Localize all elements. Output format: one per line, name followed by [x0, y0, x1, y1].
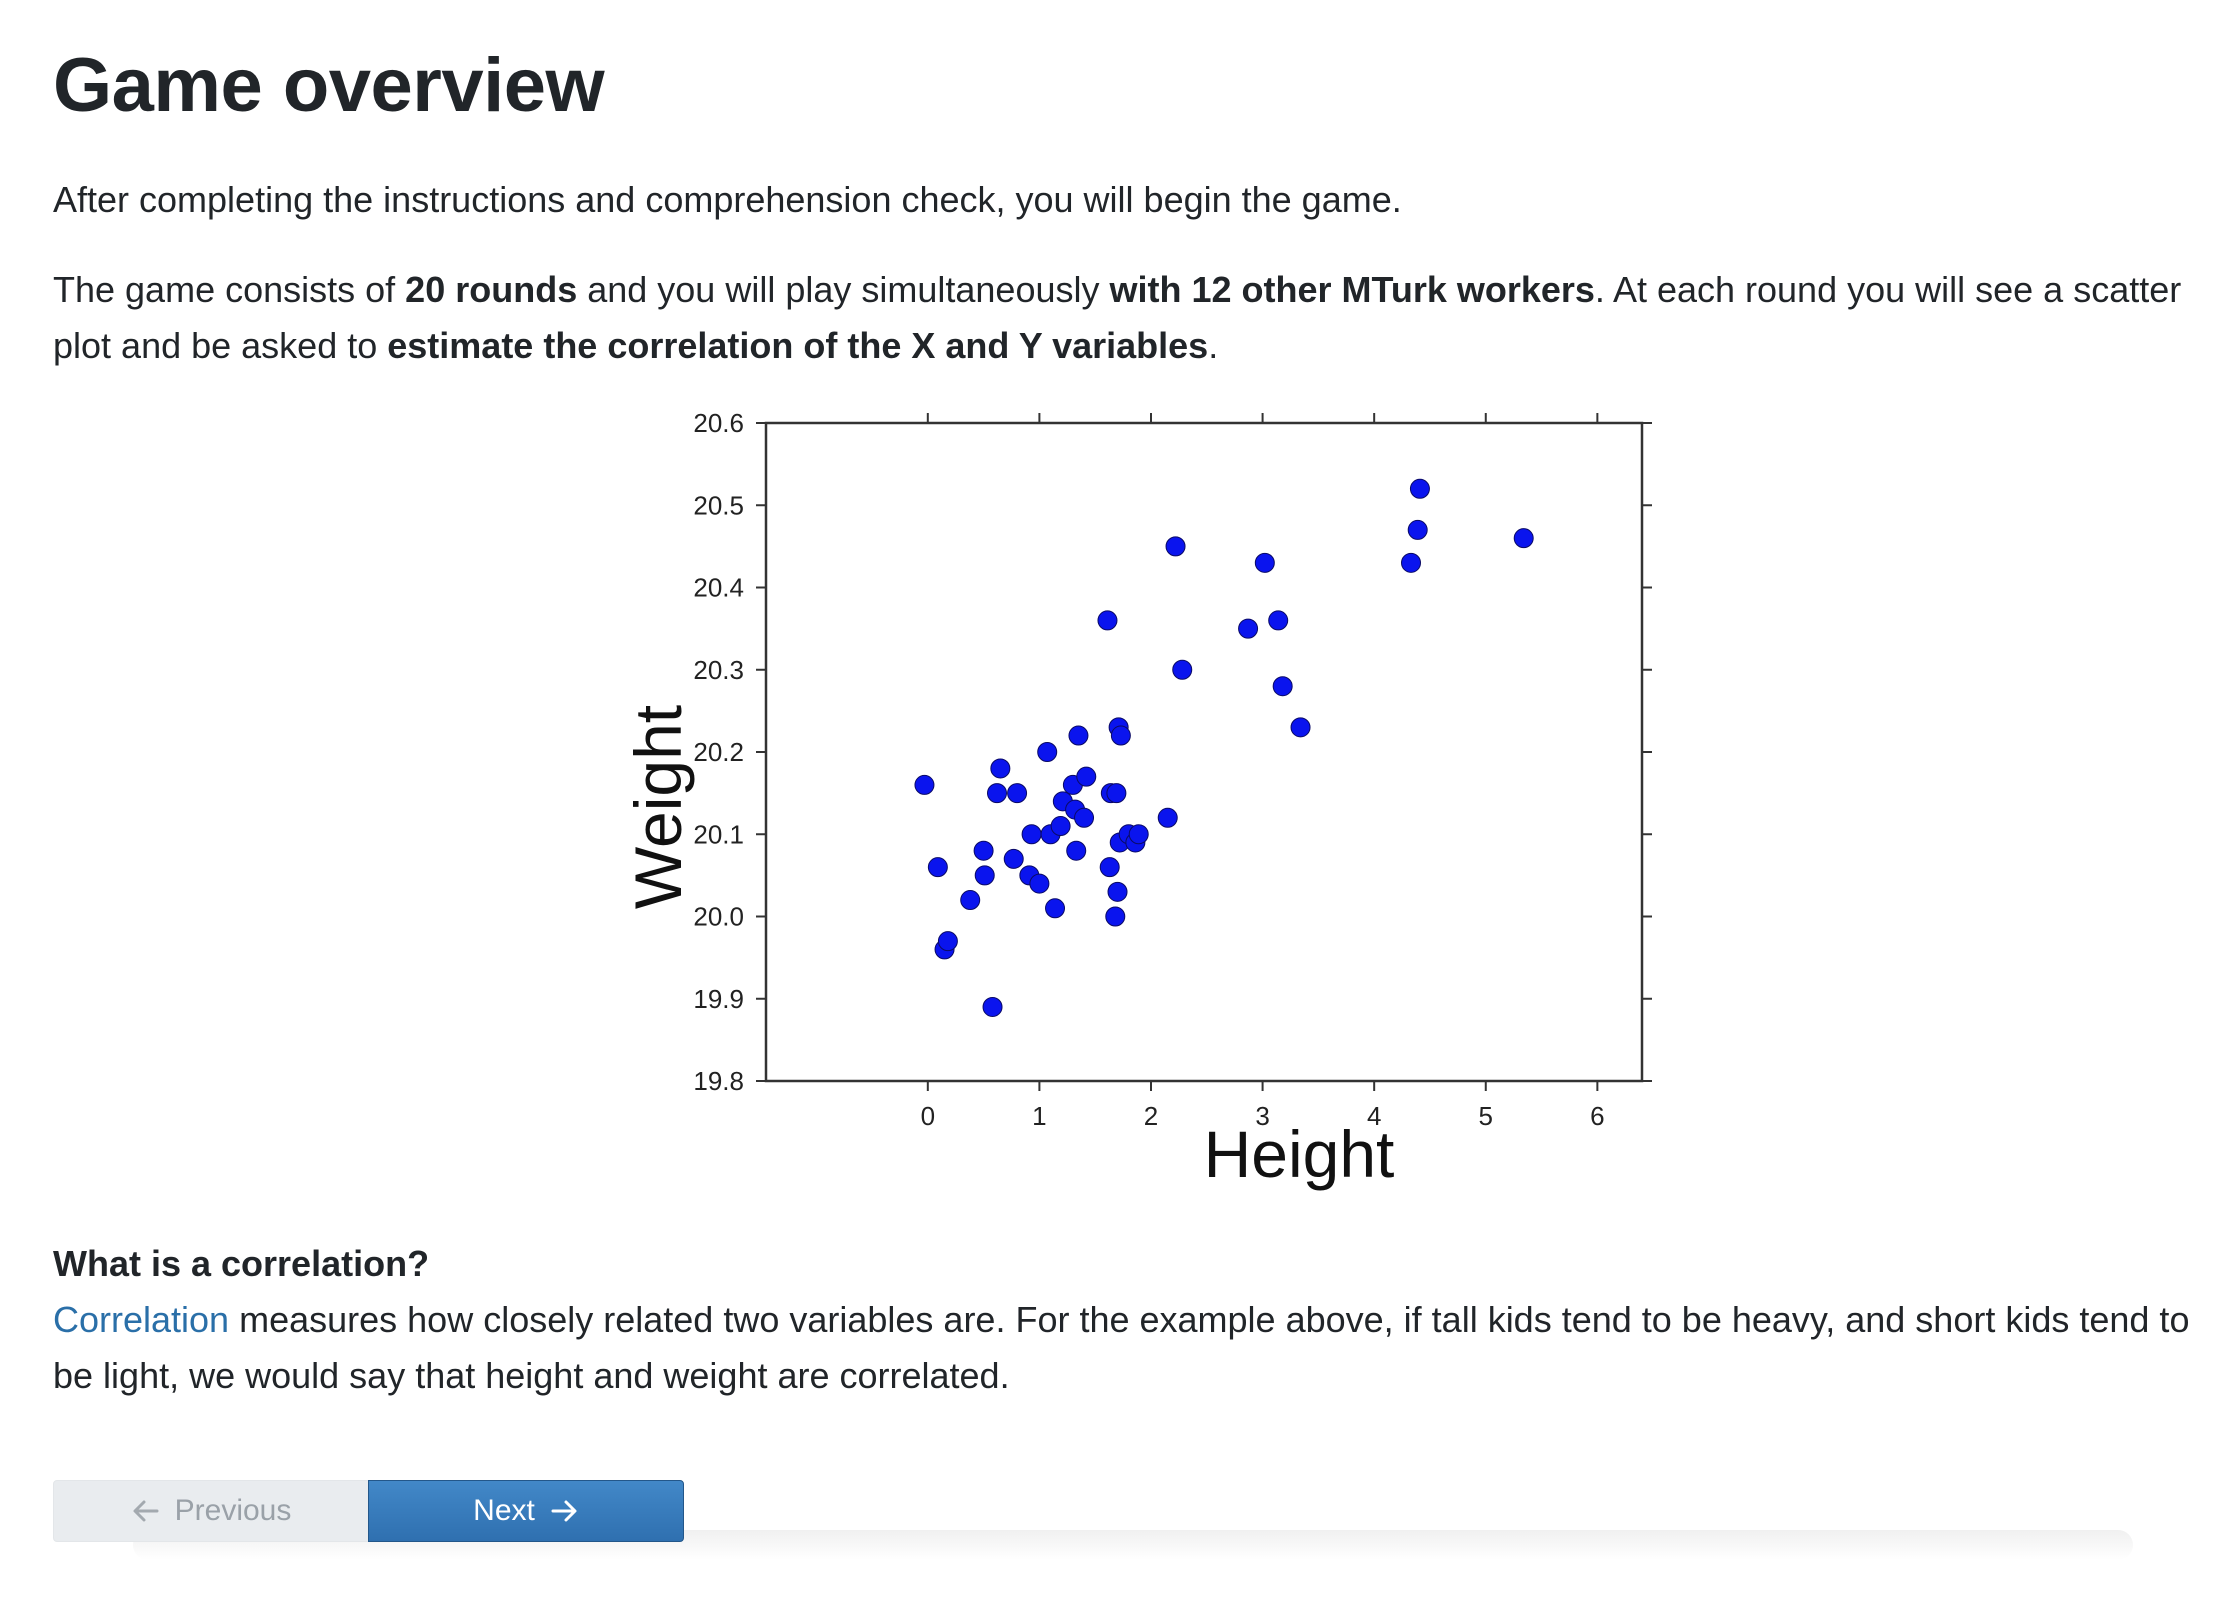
data-point: [1029, 873, 1050, 894]
next-button-label: Next: [473, 1494, 535, 1527]
y-tick-label: 20.3: [693, 655, 744, 685]
section-title: What is a correlation?: [53, 1243, 430, 1284]
arrow-right-icon: [551, 1500, 577, 1522]
data-point: [1068, 725, 1089, 746]
data-point: [1003, 848, 1024, 869]
y-tick-label: 20.2: [693, 737, 744, 767]
x-tick-label: 4: [1367, 1101, 1381, 1131]
data-point: [1268, 610, 1289, 631]
correlation-definition: Correlation measures how closely related…: [53, 1292, 2193, 1404]
y-tick-label: 20.5: [693, 490, 744, 520]
data-point: [973, 840, 994, 861]
data-point: [1254, 552, 1275, 573]
x-axis-title: Height: [1204, 1117, 1395, 1191]
scatter-plot: 19.8 19.9 20.0 20.1 20.2 20.3 20.4 20.5 20.6 0 1 2…: [593, 395, 1733, 1225]
data-point: [982, 996, 1003, 1017]
y-tick-label: 20.0: [693, 902, 744, 932]
data-point: [1110, 725, 1131, 746]
data-point: [937, 931, 958, 952]
definition-text: measures how closely related two variabl…: [53, 1299, 2190, 1396]
data-point: [1105, 906, 1126, 927]
data-point: [1290, 717, 1311, 738]
desc-text-4: .: [1208, 325, 1219, 366]
x-tick-label: 2: [1144, 1101, 1158, 1131]
data-point: [1407, 519, 1428, 540]
y-tick-label: 20.6: [693, 408, 744, 438]
next-button[interactable]: Next: [368, 1480, 684, 1542]
previous-button[interactable]: Previous: [53, 1480, 369, 1542]
y-tick-label: 19.9: [693, 984, 744, 1014]
x-tick-label: 6: [1590, 1101, 1604, 1131]
data-point: [1172, 659, 1193, 680]
intro-text: After completing the instructions and co…: [53, 179, 1402, 220]
x-tick-label: 3: [1255, 1101, 1269, 1131]
data-point: [1238, 618, 1259, 639]
data-point: [1513, 528, 1534, 549]
y-axis: 19.8 19.9 20.0 20.1 20.2 20.3 20.4 20.5 20.6: [693, 408, 1652, 1096]
plot-frame: [764, 421, 1644, 1083]
data-point: [1021, 824, 1042, 845]
data-point: [990, 758, 1011, 779]
x-axis: 0 1 2 3 4 5 6: [921, 413, 1605, 1131]
data-point: [1007, 783, 1028, 804]
data-point: [1066, 840, 1087, 861]
correlation-link[interactable]: Correlation: [53, 1299, 230, 1340]
data-point: [1074, 807, 1095, 828]
page-title: Game overview: [53, 43, 605, 128]
data-point: [1107, 881, 1128, 902]
data-point: [1272, 676, 1293, 697]
data-point: [1409, 478, 1430, 499]
desc-task: estimate the correlation of the X and Y …: [387, 325, 1209, 366]
scatter-plot-svg: 19.8 19.9 20.0 20.1 20.2 20.3 20.4 20.5 20.6 0 1 2…: [621, 408, 1652, 1191]
y-tick-label: 20.4: [693, 573, 744, 603]
data-point: [1106, 783, 1127, 804]
data-point: [1097, 610, 1118, 631]
data-point: [1076, 766, 1097, 787]
data-point: [1099, 857, 1120, 878]
desc-text-1: The game consists of: [53, 269, 406, 310]
previous-button-label: Previous: [174, 1494, 292, 1527]
y-tick-label: 20.1: [693, 819, 744, 849]
x-tick-label: 0: [921, 1101, 935, 1131]
x-tick-label: 5: [1479, 1101, 1493, 1131]
data-point: [974, 865, 995, 886]
y-axis-title: Weight: [621, 705, 695, 909]
game-description: The game consists of 20 rounds and you w…: [53, 262, 2193, 374]
y-tick-label: 19.8: [693, 1066, 744, 1096]
data-points: [914, 478, 1534, 1017]
x-tick-label: 1: [1032, 1101, 1046, 1131]
data-point: [1037, 742, 1058, 762]
desc-workers: with 12 other MTurk workers: [1109, 269, 1595, 310]
data-point: [1050, 816, 1071, 837]
data-point: [1045, 898, 1066, 919]
desc-text-3: . At each round you will see a scatter p…: [53, 269, 2182, 366]
desc-rounds: 20 rounds: [405, 269, 578, 310]
navigation-bar: Previous Next: [53, 1480, 2133, 1560]
data-point: [914, 774, 935, 795]
data-point: [1157, 807, 1178, 828]
desc-text-2: and you will play simultaneously: [577, 269, 1110, 310]
data-point: [1128, 824, 1149, 845]
data-point: [1165, 536, 1186, 557]
arrow-left-icon: [133, 1500, 159, 1522]
data-point: [960, 890, 981, 911]
data-point: [927, 857, 948, 878]
data-point: [1401, 552, 1422, 573]
data-point: [986, 783, 1007, 804]
